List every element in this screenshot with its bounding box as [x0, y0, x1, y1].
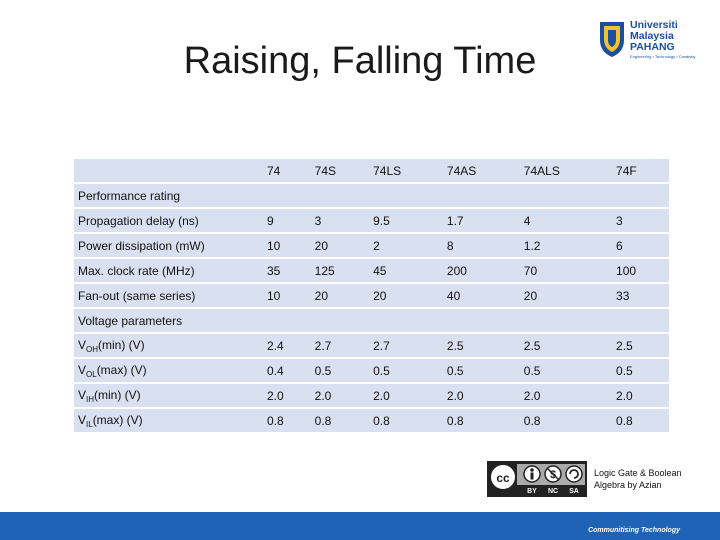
table-cell: 3 [310, 209, 370, 232]
row-label: VIH(min) (V) [74, 384, 263, 407]
table-cell: 2 [369, 234, 443, 257]
row-label: Max. clock rate (MHz) [74, 259, 263, 282]
table-cell: 0.5 [310, 359, 370, 382]
table-cell: 40 [442, 284, 520, 307]
table-row: VIL(max) (V) 0.8 0.8 0.8 0.8 0.8 0.8 [74, 409, 669, 432]
table-cell: 0.8 [442, 409, 520, 432]
slide-title: Raising, Falling Time [183, 40, 537, 82]
table-row: VIH(min) (V) 2.0 2.0 2.0 2.0 2.0 2.0 [74, 384, 669, 407]
row-label: VIL(max) (V) [74, 409, 263, 432]
logic-family-table: 74 74S 74LS 74AS 74ALS 74F Performance r… [74, 157, 669, 434]
table-cell: 2.0 [310, 384, 370, 407]
svg-text:cc: cc [496, 471, 510, 485]
logo-line-2: Malaysia [630, 30, 674, 42]
logo-line-3: PAHANG [630, 41, 675, 53]
table-cell: 2.7 [369, 334, 443, 357]
license-label-by: BY [527, 488, 537, 495]
table-cell: 2.0 [369, 384, 443, 407]
table-cell: 200 [442, 259, 520, 282]
table-cell: 35 [263, 259, 311, 282]
table-row: Power dissipation (mW) 10 20 2 8 1.2 6 [74, 234, 669, 257]
table-cell: 100 [612, 259, 669, 282]
university-logo: Universiti Malaysia PAHANG Engineering •… [598, 18, 708, 64]
table-cell: 20 [310, 284, 370, 307]
logo-tagline: Engineering • Technology • Creativity [630, 54, 696, 59]
column-header: 74 [263, 159, 311, 182]
credit-line-2: Algebra by Azian [594, 480, 662, 490]
license-label-nc: NC [548, 488, 558, 495]
section-heading: Performance rating [74, 184, 669, 207]
section-row: Performance rating [74, 184, 669, 207]
table-cell: 1.7 [442, 209, 520, 232]
row-label: VOL(max) (V) [74, 359, 263, 382]
table-row: VOH(min) (V) 2.4 2.7 2.7 2.5 2.5 2.5 [74, 334, 669, 357]
table-cell: 2.5 [612, 334, 669, 357]
table-cell: 10 [263, 284, 311, 307]
column-header: 74ALS [519, 159, 613, 182]
table-cell: 0.5 [519, 359, 613, 382]
table-cell: 2.0 [612, 384, 669, 407]
table-cell: 6 [612, 234, 669, 257]
cc-license-badge[interactable]: cc $ BY NC SA [487, 461, 587, 497]
table-cell: 45 [369, 259, 443, 282]
column-header: 74F [612, 159, 669, 182]
row-label: VOH(min) (V) [74, 334, 263, 357]
section-heading: Voltage parameters [74, 309, 669, 332]
table-cell: 0.4 [263, 359, 311, 382]
shield-icon [600, 22, 624, 57]
row-label: Power dissipation (mW) [74, 234, 263, 257]
table-cell: 2.5 [519, 334, 613, 357]
table-cell: 2.5 [442, 334, 520, 357]
table-cell: 9 [263, 209, 311, 232]
credit-line-1: Logic Gate & Boolean [594, 468, 682, 478]
table-row: VOL(max) (V) 0.4 0.5 0.5 0.5 0.5 0.5 [74, 359, 669, 382]
table-row: Propagation delay (ns) 9 3 9.5 1.7 4 3 [74, 209, 669, 232]
license-label-sa: SA [569, 488, 579, 495]
table-cell: 2.4 [263, 334, 311, 357]
table-cell: 2.0 [442, 384, 520, 407]
column-header: 74LS [369, 159, 443, 182]
table-cell: 0.5 [442, 359, 520, 382]
table-cell: 20 [519, 284, 613, 307]
cc-icon [489, 463, 517, 491]
table-cell: 3 [612, 209, 669, 232]
table-cell: 70 [519, 259, 613, 282]
header-empty-cell [74, 159, 263, 182]
table-cell: 125 [310, 259, 370, 282]
table-cell: 2.0 [263, 384, 311, 407]
table-cell: 0.8 [612, 409, 669, 432]
table-cell: 8 [442, 234, 520, 257]
logo-line-1: Universiti [630, 19, 678, 31]
table-cell: 0.8 [519, 409, 613, 432]
table-cell: 20 [310, 234, 370, 257]
table-cell: 0.8 [310, 409, 370, 432]
column-header: 74AS [442, 159, 520, 182]
table-cell: 4 [519, 209, 613, 232]
row-label: Propagation delay (ns) [74, 209, 263, 232]
table-header-row: 74 74S 74LS 74AS 74ALS 74F [74, 159, 669, 182]
table-cell: 0.8 [263, 409, 311, 432]
table-cell: 33 [612, 284, 669, 307]
table-cell: 2.0 [519, 384, 613, 407]
table-cell: 1.2 [519, 234, 613, 257]
table-row: Fan-out (same series) 10 20 20 40 20 33 [74, 284, 669, 307]
table-cell: 0.8 [369, 409, 443, 432]
table-cell: 20 [369, 284, 443, 307]
table-cell: 0.5 [369, 359, 443, 382]
table-row: Max. clock rate (MHz) 35 125 45 200 70 1… [74, 259, 669, 282]
table-cell: 0.5 [612, 359, 669, 382]
table-cell: 9.5 [369, 209, 443, 232]
footer-bar: Communitising Technology [0, 512, 720, 540]
footer-slogan: Communitising Technology [588, 527, 680, 534]
credit-text: Logic Gate & Boolean Algebra by Azian [594, 467, 682, 491]
row-label: Fan-out (same series) [74, 284, 263, 307]
column-header: 74S [310, 159, 370, 182]
share-alike-icon [565, 465, 583, 483]
table-cell: 10 [263, 234, 311, 257]
table-cell: 2.7 [310, 334, 370, 357]
section-row: Voltage parameters [74, 309, 669, 332]
